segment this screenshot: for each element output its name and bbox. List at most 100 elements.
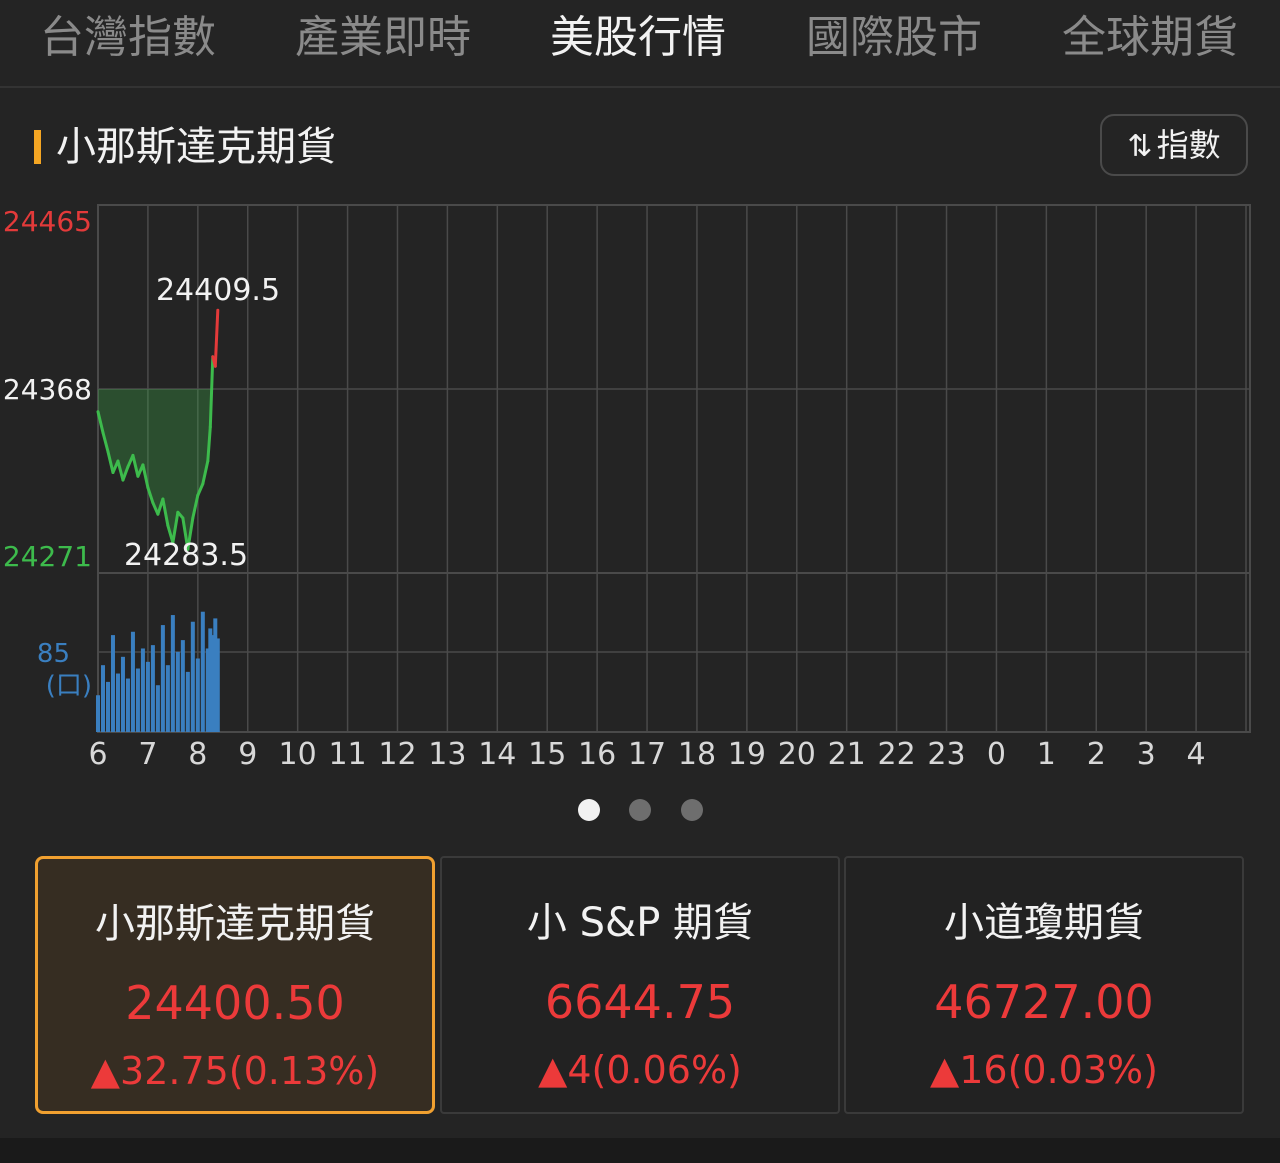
plot-frame [97, 204, 1251, 733]
x-tick-label: 18 [678, 737, 716, 772]
volume-bar [208, 628, 213, 732]
volume-bar [155, 685, 160, 732]
price-line-segment [131, 453, 140, 478]
quote-change: ▲16(0.03%) [930, 1048, 1158, 1092]
quote-card-dow[interactable]: 小道瓊期貨 46727.00 ▲16(0.03%) [844, 856, 1244, 1114]
volume-bar [145, 661, 150, 732]
volume-bar [185, 671, 190, 732]
quote-price: 46727.00 [934, 975, 1154, 1029]
market-tabs: 台灣指數 產業即時 美股行情 國際股市 全球期貨 [0, 0, 1280, 88]
volume-bar [200, 611, 205, 732]
high-annotation: 24409.5 [156, 273, 280, 308]
quote-name: 小 S&P 期貨 [526, 900, 754, 946]
volume-bar [115, 673, 120, 732]
y-label-reference: 24368 [3, 373, 92, 406]
x-tick-label: 1 [1037, 737, 1056, 772]
x-tick-label: 22 [878, 737, 916, 772]
price-line-segment [121, 465, 130, 482]
x-tick-label: 6 [88, 737, 107, 772]
volume-bar [140, 648, 145, 732]
volume-bar [175, 651, 180, 732]
price-line-segment [106, 450, 115, 474]
x-tick-label: 12 [378, 737, 416, 772]
volume-bar [190, 621, 195, 732]
x-tick-label: 9 [238, 737, 257, 772]
price-line-segment [186, 516, 195, 551]
volume-bar [213, 618, 218, 732]
price-line-segment [213, 308, 220, 368]
price-line-segment [206, 425, 212, 463]
volume-bar [180, 640, 185, 732]
bottom-strip [0, 1138, 1280, 1163]
quote-price: 24400.50 [125, 976, 345, 1030]
price-line-segment [181, 516, 190, 551]
title-accent-bar [34, 130, 41, 164]
price-line-segment [141, 463, 150, 490]
volume-bar [130, 631, 135, 732]
volume-bar [135, 668, 140, 732]
price-line-segment [171, 510, 180, 545]
tab-global-futures[interactable]: 全球期貨 [1062, 12, 1238, 63]
x-tick-label: 19 [728, 737, 766, 772]
x-tick-label: 0 [987, 737, 1006, 772]
page-dot-2[interactable] [629, 799, 651, 821]
price-line-segment [191, 493, 200, 520]
quote-change: ▲4(0.06%) [538, 1048, 742, 1092]
x-tick-label: 23 [927, 737, 965, 772]
volume-bar [160, 625, 165, 732]
volume-bar [150, 645, 155, 732]
swap-icon: ⇅ [1127, 129, 1153, 164]
x-tick-label: 16 [578, 737, 616, 772]
price-line-segment [116, 459, 125, 482]
volume-bar [165, 665, 170, 732]
volume-bar [170, 615, 175, 732]
quote-card-sp500[interactable]: 小 S&P 期貨 6644.75 ▲4(0.06%) [440, 856, 840, 1114]
x-tick-label: 13 [428, 737, 466, 772]
x-tick-label: 3 [1137, 737, 1156, 772]
price-line-segment [161, 497, 170, 528]
tab-us-stocks[interactable]: 美股行情 [550, 12, 726, 63]
quote-change: ▲32.75(0.13%) [90, 1049, 380, 1093]
x-tick-label: 2 [1087, 737, 1106, 772]
volume-bar [195, 658, 200, 732]
volume-bar [110, 635, 115, 732]
price-line-segment [96, 410, 105, 435]
index-toggle-button[interactable]: ⇅ 指數 [1100, 114, 1248, 176]
volume-max-label: 85 [37, 639, 70, 669]
volume-bar [100, 665, 105, 732]
volume-bar [215, 638, 220, 732]
x-tick-label: 15 [528, 737, 566, 772]
y-label-high: 24465 [3, 205, 92, 238]
volume-bar [125, 678, 130, 732]
low-annotation: 24283.5 [124, 538, 248, 573]
volume-bar [105, 681, 110, 732]
x-tick-label: 8 [188, 737, 207, 772]
price-line-segment [101, 431, 110, 454]
quote-card-nasdaq[interactable]: 小那斯達克期貨 24400.50 ▲32.75(0.13%) [35, 856, 435, 1114]
tab-industry-realtime[interactable]: 產業即時 [295, 12, 471, 63]
x-tick-label: 11 [328, 737, 366, 772]
volume-bar [96, 695, 100, 732]
price-line-segment [201, 459, 210, 486]
x-tick-label: 21 [828, 737, 866, 772]
x-tick-label: 10 [279, 737, 317, 772]
index-toggle-label: 指數 [1156, 126, 1221, 164]
price-line-segment [146, 486, 155, 505]
volume-unit-label: (口) [46, 671, 92, 701]
quote-name: 小道瓊期貨 [944, 900, 1144, 946]
chart-title: 小那斯達克期貨 [56, 124, 336, 170]
x-tick-label: 4 [1187, 737, 1206, 772]
page-dot-3[interactable] [681, 799, 703, 821]
tab-international-markets[interactable]: 國際股市 [806, 12, 982, 63]
quote-price: 6644.75 [544, 975, 736, 1029]
y-label-low: 24271 [3, 540, 92, 573]
volume-bar [210, 635, 215, 732]
volume-bar [205, 648, 210, 732]
page-dot-1[interactable] [578, 799, 600, 821]
tab-taiwan-index[interactable]: 台灣指數 [40, 12, 216, 63]
volume-bar [120, 656, 125, 732]
x-tick-label: 17 [628, 737, 666, 772]
x-tick-label: 14 [478, 737, 516, 772]
price-line-segment [208, 355, 215, 429]
quote-name: 小那斯達克期貨 [95, 901, 375, 947]
